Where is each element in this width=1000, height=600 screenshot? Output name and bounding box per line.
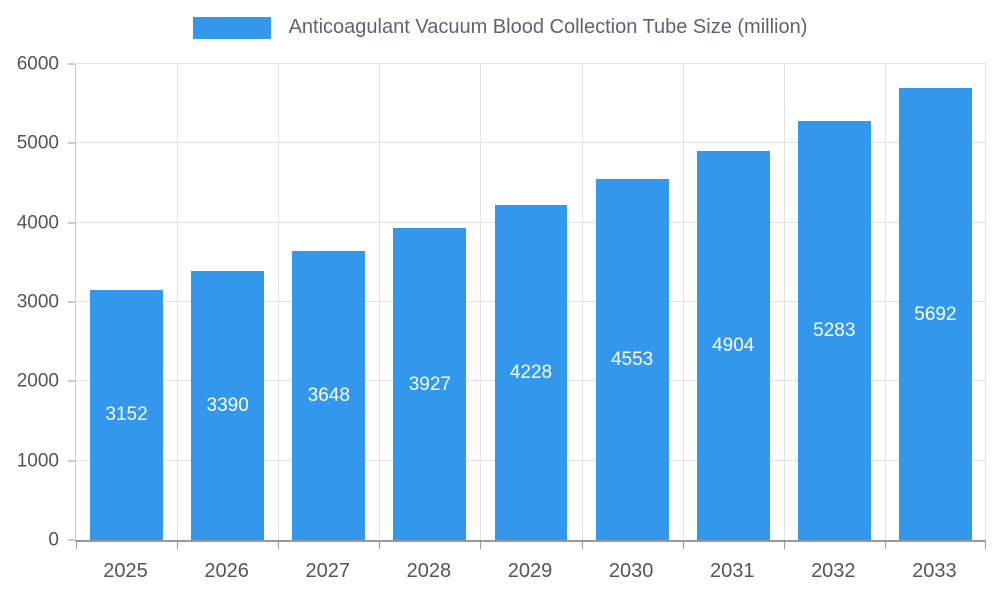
y-tick-label: 1000 [16, 450, 59, 472]
bar-value-label: 4228 [509, 361, 553, 383]
bar-value-label: 5692 [914, 303, 957, 325]
x-tick-label: 2030 [608, 560, 654, 582]
y-tick-label: 5000 [16, 132, 59, 154]
x-tick-mark [278, 542, 280, 549]
x-tick-mark [581, 542, 583, 549]
y-tick-label: 6000 [16, 53, 59, 75]
x-tick-label: 2033 [912, 560, 957, 582]
x-tick-mark [884, 542, 886, 549]
bar: 4553 [595, 178, 669, 540]
horizontal-gridline [76, 63, 986, 64]
x-tick-label: 2028 [406, 560, 452, 582]
bar-value-label: 3390 [206, 395, 249, 417]
x-tick-mark [682, 542, 684, 549]
x-tick-label: 2026 [204, 560, 249, 582]
vertical-gridline [682, 64, 684, 540]
y-tick-label: 2000 [16, 370, 59, 392]
legend: Anticoagulant Vacuum Blood Collection Tu… [0, 16, 1000, 39]
bar-value-label: 3648 [307, 384, 350, 406]
bar-value-label: 3152 [105, 404, 148, 426]
x-tick-label: 2031 [709, 560, 755, 582]
x-tick-mark [480, 542, 482, 549]
horizontal-gridline [76, 142, 986, 144]
y-tick-mark [68, 222, 75, 224]
y-tick-label: 4000 [16, 212, 59, 234]
legend-label: Anticoagulant Vacuum Blood Collection Tu… [288, 16, 808, 38]
bar: 5692 [899, 88, 972, 540]
y-tick-mark [68, 539, 75, 541]
bar: 3648 [292, 250, 366, 540]
bar: 5283 [797, 120, 871, 540]
bar: 3927 [393, 228, 467, 540]
x-tick-label: 2025 [103, 560, 148, 582]
y-tick-mark [68, 380, 75, 382]
x-tick-mark [985, 542, 986, 549]
bar-value-label: 4904 [712, 334, 755, 356]
x-tick-label: 2032 [811, 560, 856, 582]
plot-area: 3152 3390 3648 3927 4228 4553 4904 5283 5692 [75, 63, 986, 549]
y-tick-label: 0 [48, 529, 59, 551]
vertical-gridline [480, 64, 482, 540]
vertical-gridline [783, 64, 785, 540]
bar: 4228 [494, 204, 568, 540]
x-tick-mark [76, 542, 77, 549]
bar: 3152 [90, 289, 163, 540]
vertical-gridline [177, 64, 179, 540]
y-tick-mark [68, 142, 75, 144]
bar-value-label: 5283 [813, 319, 856, 341]
vertical-gridline [278, 64, 280, 540]
legend-swatch [192, 16, 271, 39]
y-tick-label: 3000 [16, 291, 59, 313]
x-tick-mark [783, 542, 785, 549]
x-tick-label: 2029 [507, 560, 553, 582]
x-tick-mark [177, 542, 179, 549]
bar-value-label: 3927 [408, 373, 452, 395]
vertical-gridline [581, 64, 583, 540]
bar-value-label: 4553 [610, 348, 654, 370]
vertical-gridline [985, 64, 986, 540]
x-axis-labels: 2025 2026 2027 2028 2029 2030 2031 2032 2033 [75, 552, 985, 588]
x-tick-label: 2027 [305, 560, 351, 582]
y-tick-mark [68, 63, 75, 65]
x-tick-mark [379, 542, 381, 549]
bar: 4904 [696, 150, 770, 540]
y-tick-mark [68, 301, 75, 303]
vertical-gridline [379, 64, 381, 540]
y-axis: 0 1000 2000 3000 4000 5000 6000 [0, 55, 75, 550]
vertical-gridline [884, 64, 886, 540]
bar: 3390 [191, 271, 265, 540]
y-tick-mark [68, 460, 75, 462]
